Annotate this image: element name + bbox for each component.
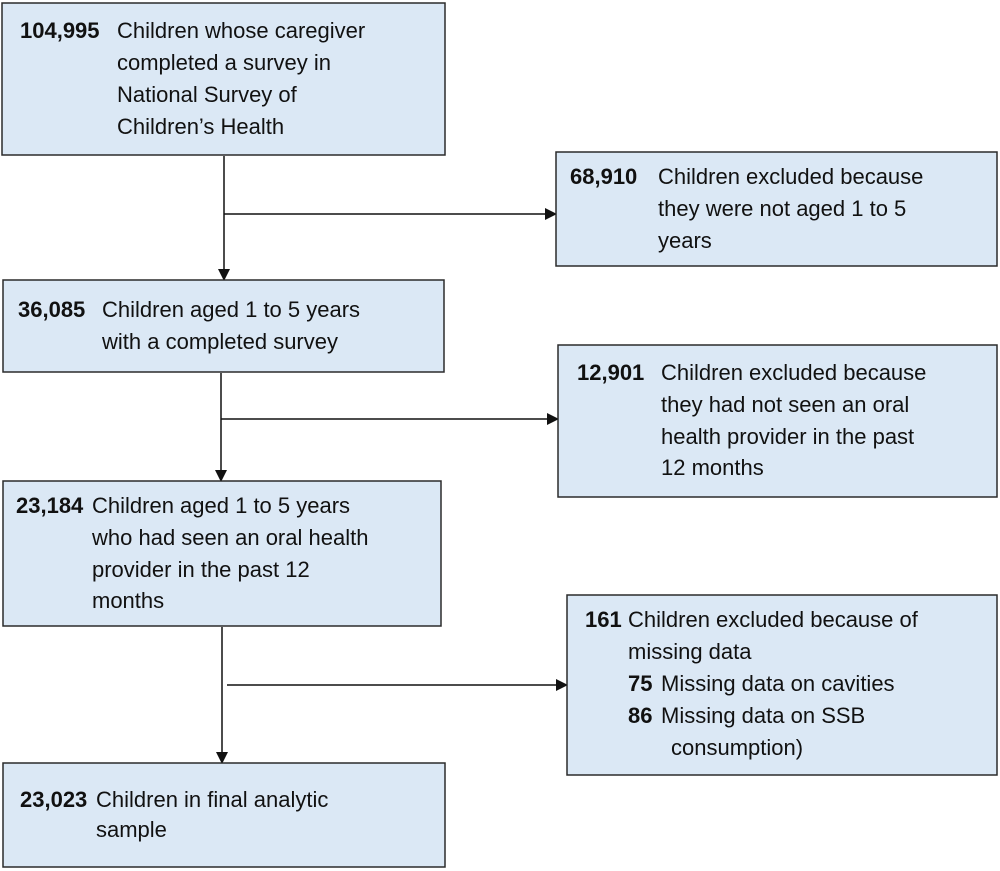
label-line: Children excluded because xyxy=(658,164,923,189)
label-line: Children’s Health xyxy=(117,114,284,139)
count: 161 xyxy=(585,607,622,632)
box xyxy=(2,480,442,627)
label-line: they had not seen an oral xyxy=(661,392,909,417)
box xyxy=(2,762,446,868)
label-line: Children whose caregiver xyxy=(117,18,365,43)
label-line: Missing data on cavities xyxy=(661,671,895,696)
label-line: missing data xyxy=(628,639,752,664)
count: 104,995 xyxy=(20,18,100,43)
box xyxy=(555,151,998,267)
label-line: Children excluded because of xyxy=(628,607,919,632)
label-line: with a completed survey xyxy=(101,329,338,354)
count: 86 xyxy=(628,703,652,728)
box xyxy=(557,344,998,498)
label-line: months xyxy=(92,588,164,613)
label-line: consumption) xyxy=(671,735,803,760)
label-line: sample xyxy=(96,817,167,842)
label-line: Children in final analytic xyxy=(96,787,328,812)
label-line: Children aged 1 to 5 years xyxy=(92,493,350,518)
label-line: Children excluded because xyxy=(661,360,926,385)
label-line: Children aged 1 to 5 years xyxy=(102,297,360,322)
label-line: they were not aged 1 to 5 xyxy=(658,196,906,221)
label-line: provider in the past 12 xyxy=(92,557,310,582)
count: 23,023 xyxy=(20,787,87,812)
count: 75 xyxy=(628,671,652,696)
count: 23,184 xyxy=(16,493,84,518)
label-line: Missing data on SSB xyxy=(661,703,865,728)
count: 36,085 xyxy=(18,297,85,322)
count: 68,910 xyxy=(570,164,637,189)
label-line: 12 months xyxy=(661,455,764,480)
label-line: years xyxy=(658,228,712,253)
box xyxy=(566,594,998,776)
label-line: who had seen an oral health xyxy=(91,525,368,550)
label-line: National Survey of xyxy=(117,82,298,107)
box xyxy=(1,2,446,156)
label-line: completed a survey in xyxy=(117,50,331,75)
box xyxy=(2,279,445,373)
count: 12,901 xyxy=(577,360,644,385)
label-line: health provider in the past xyxy=(661,424,914,449)
